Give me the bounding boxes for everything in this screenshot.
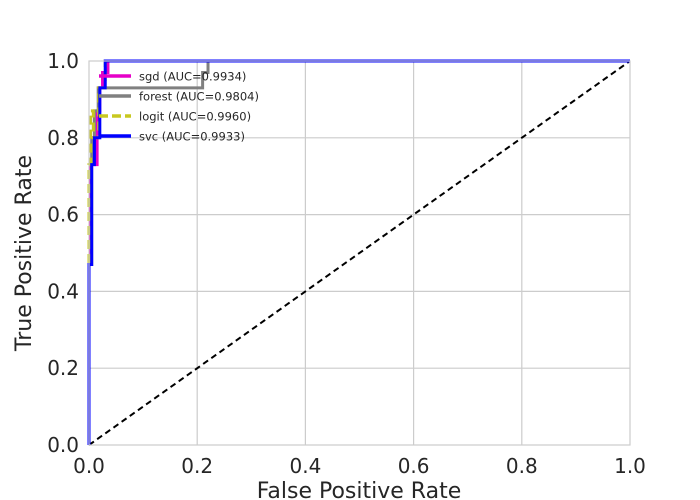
legend-label: logit (AUC=0.9960) [139,110,251,124]
legend-label: forest (AUC=0.9804) [139,90,259,104]
legend-label: svc (AUC=0.9933) [139,130,245,144]
y-axis-label: True Positive Rate [12,155,37,352]
x-tick-label: 0.6 [398,454,430,478]
y-tick-label: 0.8 [47,126,79,150]
x-tick-label: 1.0 [614,454,646,478]
y-tick-label: 0.6 [47,203,79,227]
tick-labels: 0.0 0.2 0.4 0.6 0.8 1.0 0.0 0.2 0.4 0.6 0.8 1.0 [47,49,646,478]
grid [89,61,630,445]
y-tick-label: 0.4 [47,279,79,303]
chance-diagonal-line [88,60,631,446]
plot-frame [88,60,631,446]
x-tick-label: 0.4 [289,454,321,478]
x-axis-label: False Positive Rate [257,479,461,500]
legend: sgd (AUC=0.9934) forest (AUC=0.9804) logit… [99,70,259,144]
series-line-svc [87,59,630,445]
x-tick-label: 0.8 [506,454,538,478]
x-tick-label: 0.0 [73,454,105,478]
series-group [87,59,631,446]
y-tick-label: 1.0 [47,49,79,73]
legend-label: sgd (AUC=0.9934) [139,70,246,84]
x-tick-label: 0.2 [181,454,213,478]
y-tick-label: 0.2 [47,356,79,380]
y-tick-label: 0.0 [47,433,79,457]
